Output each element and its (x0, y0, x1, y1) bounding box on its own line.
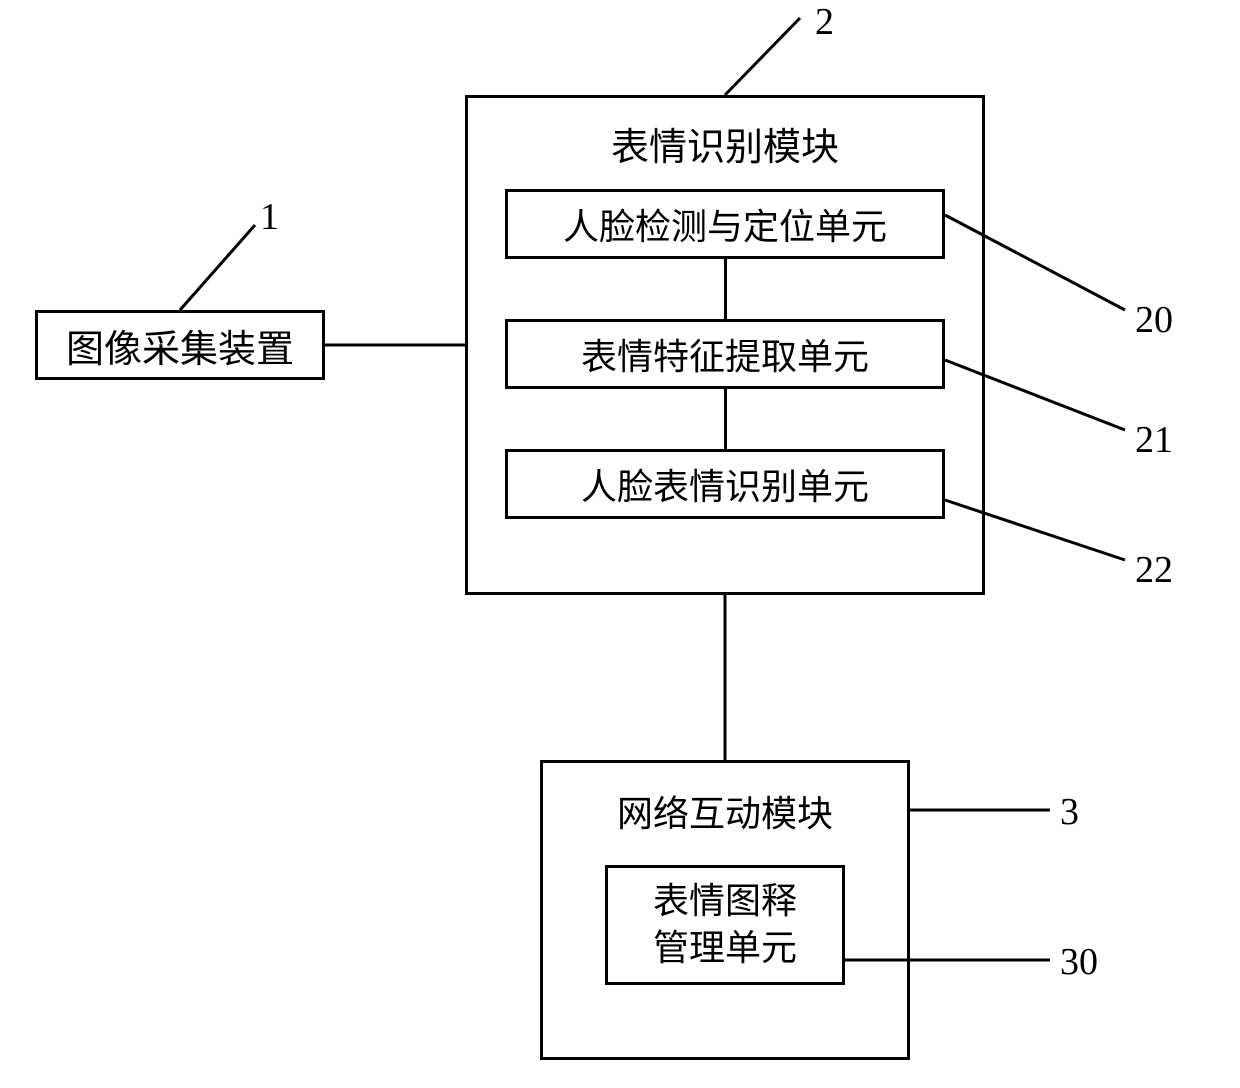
ref-label-30-text: 30 (1060, 941, 1098, 983)
module2-title-text: 表情识别模块 (611, 127, 839, 169)
ref-label-1: 1 (260, 195, 279, 239)
edge-21-22 (724, 389, 727, 449)
ref-label-1-text: 1 (260, 196, 279, 238)
node-expression-icon-mgmt-unit-line1: 表情图释 (653, 878, 797, 925)
diagram-canvas: 图像采集装置 表情识别模块 人脸检测与定位单元 表情特征提取单元 人脸表情识别单… (0, 0, 1240, 1088)
ref-label-21: 21 (1135, 418, 1173, 462)
ref-label-20-text: 20 (1135, 299, 1173, 341)
node-expression-icon-mgmt-unit-line2: 管理单元 (653, 925, 797, 972)
node-face-expression-recognition-unit: 人脸表情识别单元 (505, 449, 945, 519)
ref-label-21-text: 21 (1135, 419, 1173, 461)
node-expression-icon-mgmt-unit: 表情图释 管理单元 (605, 865, 845, 985)
node-network-interaction-module-title: 网络互动模块 (543, 785, 907, 837)
node-face-expression-recognition-unit-label: 人脸表情识别单元 (581, 458, 869, 510)
node-feature-extraction-unit: 表情特征提取单元 (505, 319, 945, 389)
ref-label-2-text: 2 (815, 1, 834, 43)
node-face-detection-unit: 人脸检测与定位单元 (505, 189, 945, 259)
ref-label-3: 3 (1060, 790, 1079, 834)
node-network-interaction-module: 网络互动模块 表情图释 管理单元 (540, 760, 910, 1060)
leader-2 (725, 18, 800, 95)
node-image-capture: 图像采集装置 (35, 310, 325, 380)
ref-label-22: 22 (1135, 548, 1173, 592)
node-expression-recognition-module: 表情识别模块 人脸检测与定位单元 表情特征提取单元 人脸表情识别单元 (465, 95, 985, 595)
edge-20-21 (724, 259, 727, 319)
node-feature-extraction-unit-label: 表情特征提取单元 (581, 328, 869, 380)
ref-label-20: 20 (1135, 298, 1173, 342)
node-face-detection-unit-label: 人脸检测与定位单元 (563, 198, 887, 250)
leader-1 (180, 225, 255, 310)
node-image-capture-label: 图像采集装置 (66, 318, 294, 373)
ref-label-22-text: 22 (1135, 549, 1173, 591)
ref-label-30: 30 (1060, 940, 1098, 984)
ref-label-2: 2 (815, 0, 834, 44)
ref-label-3-text: 3 (1060, 791, 1079, 833)
module3-title-text: 网络互动模块 (617, 794, 833, 834)
node-expression-recognition-module-title: 表情识别模块 (468, 116, 982, 171)
